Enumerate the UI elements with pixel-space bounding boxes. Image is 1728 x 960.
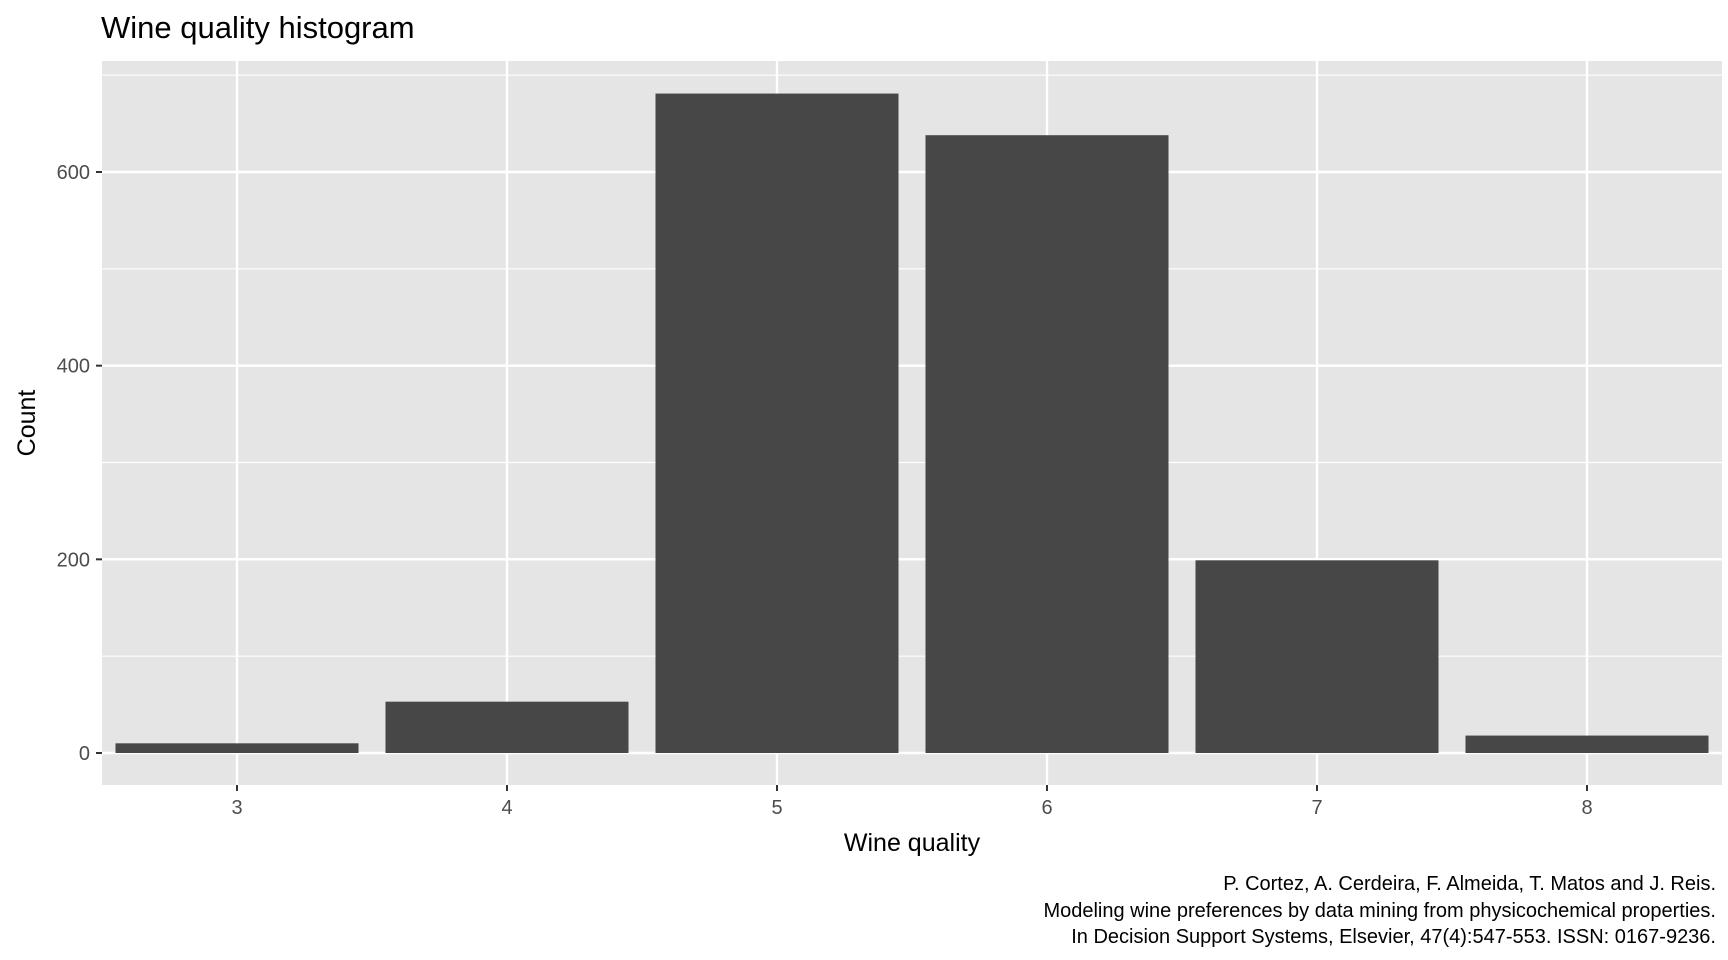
minor-gridlines (102, 74, 1722, 657)
y-tick-label: 0 (79, 743, 90, 765)
caption-line-3: In Decision Support Systems, Elsevier, 4… (1071, 926, 1716, 948)
x-tick-label: 7 (1311, 797, 1322, 819)
bar-quality-3 (115, 743, 359, 753)
bar-quality-8 (1465, 735, 1709, 753)
x-axis-title: Wine quality (844, 829, 981, 857)
caption-line-2: Modeling wine preferences by data mining… (1043, 900, 1716, 922)
x-tick-label: 5 (771, 797, 782, 819)
bars-layer (115, 93, 1709, 753)
bar-quality-6 (925, 135, 1169, 753)
x-tick-label: 4 (501, 797, 512, 819)
bar-quality-4 (385, 701, 629, 753)
x-tick-label: 8 (1581, 797, 1592, 819)
plot-panel (102, 61, 1722, 785)
x-axis: 3 4 5 6 7 8 (231, 785, 1593, 819)
x-tick-label: 6 (1041, 797, 1052, 819)
caption-line-1: P. Cortez, A. Cerdeira, F. Almeida, T. M… (1223, 873, 1716, 895)
bar-quality-5 (655, 93, 899, 753)
source-caption: P. Cortez, A. Cerdeira, F. Almeida, T. M… (1043, 873, 1716, 948)
bar-quality-7 (1195, 560, 1439, 753)
y-tick-label: 400 (57, 356, 90, 378)
x-tick-label: 3 (231, 797, 242, 819)
y-axis: 0 200 400 600 (57, 162, 102, 765)
y-tick-label: 200 (57, 549, 90, 571)
chart-title: Wine quality histogram (101, 10, 415, 45)
y-tick-label: 600 (57, 162, 90, 184)
y-axis-title: Count (13, 390, 41, 457)
